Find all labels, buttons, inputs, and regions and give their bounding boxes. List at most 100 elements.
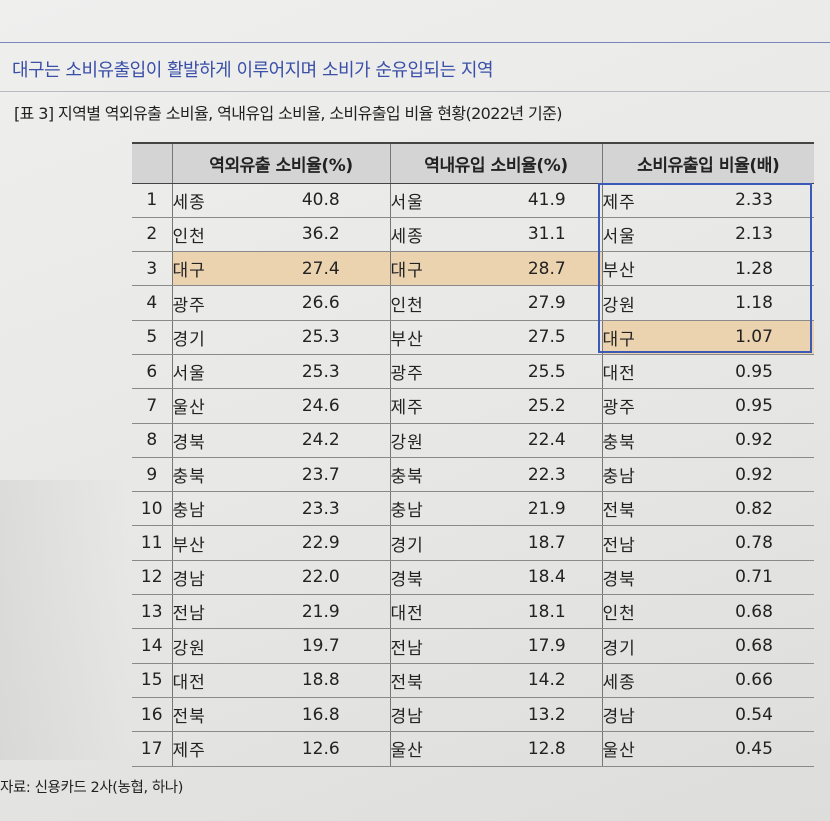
outflow-region-cell: 전남 bbox=[171, 594, 252, 630]
outflow-value-cell: 24.6 bbox=[252, 388, 390, 424]
ratio-value-cell: 1.18 bbox=[694, 285, 814, 321]
ratio-region-cell: 울산 bbox=[601, 731, 694, 767]
outflow-value-cell: 22.9 bbox=[252, 525, 390, 561]
outflow-value-cell: 19.7 bbox=[252, 628, 390, 664]
ratio-region-cell: 충남 bbox=[601, 457, 694, 493]
inflow-value-cell: 17.9 bbox=[492, 628, 602, 664]
outflow-region-cell: 경북 bbox=[171, 423, 252, 458]
ratio-region-cell: 제주 bbox=[601, 183, 694, 218]
page-shadow bbox=[0, 480, 130, 760]
table-row: 3 대구 27.4 대구 28.7 부산 1.28 bbox=[132, 251, 814, 287]
ratio-region-cell: 세종 bbox=[601, 663, 694, 698]
outflow-region-cell: 세종 bbox=[171, 183, 252, 218]
rank-cell: 11 bbox=[132, 525, 172, 561]
ratio-header: 소비유출입 비율(배) bbox=[601, 142, 814, 184]
rank-header bbox=[132, 142, 172, 184]
ratio-region-cell: 전북 bbox=[601, 491, 694, 527]
inflow-value-cell: 41.9 bbox=[492, 183, 602, 218]
inflow-region-cell: 대전 bbox=[389, 594, 492, 630]
outflow-value-cell: 12.6 bbox=[252, 731, 390, 767]
inflow-region-cell: 충북 bbox=[389, 457, 492, 493]
table-row: 13 전남 21.9 대전 18.1 인천 0.68 bbox=[132, 594, 814, 630]
section-heading: 대구는 소비유출입이 활발하게 이루어지며 소비가 순유입되는 지역 bbox=[12, 60, 494, 81]
outflow-region-cell: 울산 bbox=[171, 388, 252, 424]
outflow-value-cell: 40.8 bbox=[252, 183, 390, 218]
table-row: 4 광주 26.6 인천 27.9 강원 1.18 bbox=[132, 285, 814, 321]
table-row: 17 제주 12.6 울산 12.8 울산 0.45 bbox=[132, 731, 814, 767]
outflow-region-cell: 전북 bbox=[171, 697, 252, 733]
inflow-value-cell: 31.1 bbox=[492, 217, 602, 253]
inflow-value-cell: 27.5 bbox=[492, 320, 602, 355]
table-row: 1 세종 40.8 서울 41.9 제주 2.33 bbox=[132, 183, 814, 218]
inflow-region-cell: 인천 bbox=[389, 285, 492, 321]
inflow-value-cell: 18.1 bbox=[492, 594, 602, 630]
outflow-region-cell: 대전 bbox=[171, 663, 252, 698]
rank-cell: 1 bbox=[132, 183, 172, 218]
rank-cell: 17 bbox=[132, 731, 172, 767]
table-row: 5 경기 25.3 부산 27.5 대구 1.07 bbox=[132, 320, 814, 355]
outflow-region-cell: 제주 bbox=[171, 731, 252, 767]
ratio-region-cell: 광주 bbox=[601, 388, 694, 424]
inflow-region-cell: 부산 bbox=[389, 320, 492, 355]
ratio-value-cell: 0.78 bbox=[694, 525, 814, 561]
inflow-value-cell: 27.9 bbox=[492, 285, 602, 321]
outflow-region-cell: 경남 bbox=[171, 560, 252, 596]
ratio-value-cell: 0.68 bbox=[694, 628, 814, 664]
table-row: 15 대전 18.8 전북 14.2 세종 0.66 bbox=[132, 663, 814, 698]
outflow-region-cell: 대구 bbox=[171, 251, 252, 287]
ratio-region-cell: 충북 bbox=[601, 423, 694, 458]
rank-cell: 2 bbox=[132, 217, 172, 253]
outflow-region-cell: 광주 bbox=[171, 285, 252, 321]
rank-cell: 4 bbox=[132, 285, 172, 321]
outflow-value-cell: 16.8 bbox=[252, 697, 390, 733]
inflow-value-cell: 25.2 bbox=[492, 388, 602, 424]
ratio-region-cell: 경기 bbox=[601, 628, 694, 664]
table-caption: [표 3] 지역별 역외유출 소비율, 역내유입 소비율, 소비유출입 비율 현… bbox=[14, 104, 563, 123]
outflow-value-cell: 18.8 bbox=[252, 663, 390, 698]
inflow-region-cell: 대구 bbox=[389, 251, 492, 287]
outflow-region-cell: 서울 bbox=[171, 354, 252, 390]
inflow-region-cell: 전남 bbox=[389, 628, 492, 664]
outflow-value-cell: 26.6 bbox=[252, 285, 390, 321]
rank-cell: 16 bbox=[132, 697, 172, 733]
inflow-value-cell: 22.4 bbox=[492, 423, 602, 458]
rank-cell: 14 bbox=[132, 628, 172, 664]
outflow-region-cell: 강원 bbox=[171, 628, 252, 664]
ratio-value-cell: 0.92 bbox=[694, 423, 814, 458]
inflow-region-cell: 서울 bbox=[389, 183, 492, 218]
inflow-region-cell: 경북 bbox=[389, 560, 492, 596]
ratio-value-cell: 0.45 bbox=[694, 731, 814, 767]
table-row: 6 서울 25.3 광주 25.5 대전 0.95 bbox=[132, 354, 814, 390]
inflow-region-cell: 전북 bbox=[389, 663, 492, 698]
ratio-value-cell: 1.28 bbox=[694, 251, 814, 287]
ratio-value-cell: 0.66 bbox=[694, 663, 814, 698]
inflow-value-cell: 28.7 bbox=[492, 251, 602, 287]
inflow-region-cell: 강원 bbox=[389, 423, 492, 458]
table-row: 11 부산 22.9 경기 18.7 전남 0.78 bbox=[132, 525, 814, 561]
outflow-value-cell: 25.3 bbox=[252, 354, 390, 390]
inflow-value-cell: 21.9 bbox=[492, 491, 602, 527]
inflow-value-cell: 18.4 bbox=[492, 560, 602, 596]
ratio-value-cell: 2.13 bbox=[694, 217, 814, 253]
outflow-value-cell: 21.9 bbox=[252, 594, 390, 630]
ratio-value-cell: 0.68 bbox=[694, 594, 814, 630]
inflow-header: 역내유입 소비율(%) bbox=[389, 142, 602, 184]
outflow-value-cell: 22.0 bbox=[252, 560, 390, 596]
outflow-header: 역외유출 소비율(%) bbox=[171, 142, 390, 184]
ratio-region-cell: 경남 bbox=[601, 697, 694, 733]
ratio-value-cell: 1.07 bbox=[694, 320, 814, 355]
rank-cell: 13 bbox=[132, 594, 172, 630]
inflow-region-cell: 경기 bbox=[389, 525, 492, 561]
table-row: 12 경남 22.0 경북 18.4 경북 0.71 bbox=[132, 560, 814, 596]
table-row: 9 충북 23.7 충북 22.3 충남 0.92 bbox=[132, 457, 814, 493]
outflow-region-cell: 경기 bbox=[171, 320, 252, 355]
ratio-value-cell: 0.54 bbox=[694, 697, 814, 733]
outflow-value-cell: 25.3 bbox=[252, 320, 390, 355]
outflow-region-cell: 충북 bbox=[171, 457, 252, 493]
rank-cell: 15 bbox=[132, 663, 172, 698]
ratio-value-cell: 0.92 bbox=[694, 457, 814, 493]
inflow-value-cell: 13.2 bbox=[492, 697, 602, 733]
rank-cell: 7 bbox=[132, 388, 172, 424]
source-note: 자료: 신용카드 2사(농협, 하나) bbox=[0, 780, 184, 796]
